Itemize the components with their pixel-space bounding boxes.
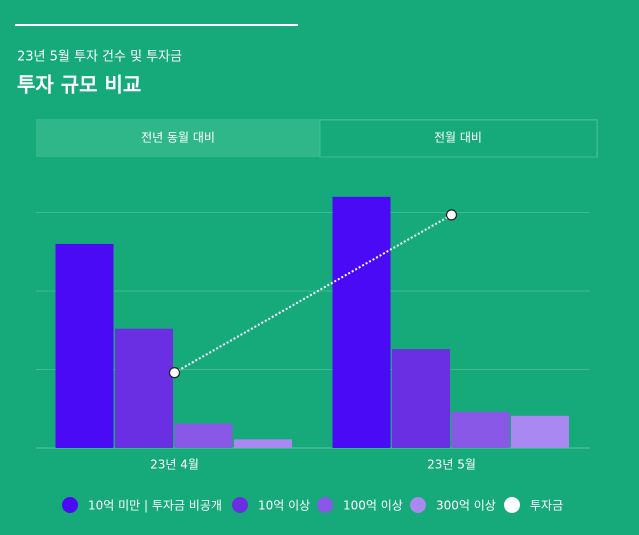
subtitle: 23년 5월 투자 건수 및 투자금 <box>17 50 182 65</box>
tab-label[interactable]: 전년 동월 대비 <box>141 131 215 145</box>
legend-swatch <box>62 497 78 513</box>
legend-label: 투자금 <box>530 499 563 513</box>
bar <box>511 415 569 448</box>
tab-selected[interactable] <box>319 119 598 158</box>
tab-label[interactable]: 전월 대비 <box>434 131 482 145</box>
legend-swatch <box>410 497 426 513</box>
bar <box>392 349 450 448</box>
line <box>174 214 452 374</box>
legend-swatch <box>504 497 520 513</box>
bar <box>451 411 510 448</box>
x-tick-label: 23년 5월 <box>427 458 476 472</box>
x-tick-label: 23년 4월 <box>150 458 199 472</box>
bar <box>55 243 114 448</box>
legend-label: 10억 미만 | 투자금 비공개 <box>88 499 222 513</box>
line-point <box>445 209 458 221</box>
legend-label: 300억 이상 <box>436 499 496 513</box>
bar <box>332 196 391 448</box>
legend-label: 100억 이상 <box>343 499 403 513</box>
bar <box>234 439 292 448</box>
title: 투자 규모 비교 <box>17 73 141 97</box>
line-point <box>168 367 181 379</box>
legend-label: 10억 이상 <box>258 499 310 513</box>
legend-swatch <box>232 497 248 513</box>
bar <box>174 423 233 448</box>
bar <box>115 328 173 448</box>
legend-swatch <box>317 497 333 513</box>
